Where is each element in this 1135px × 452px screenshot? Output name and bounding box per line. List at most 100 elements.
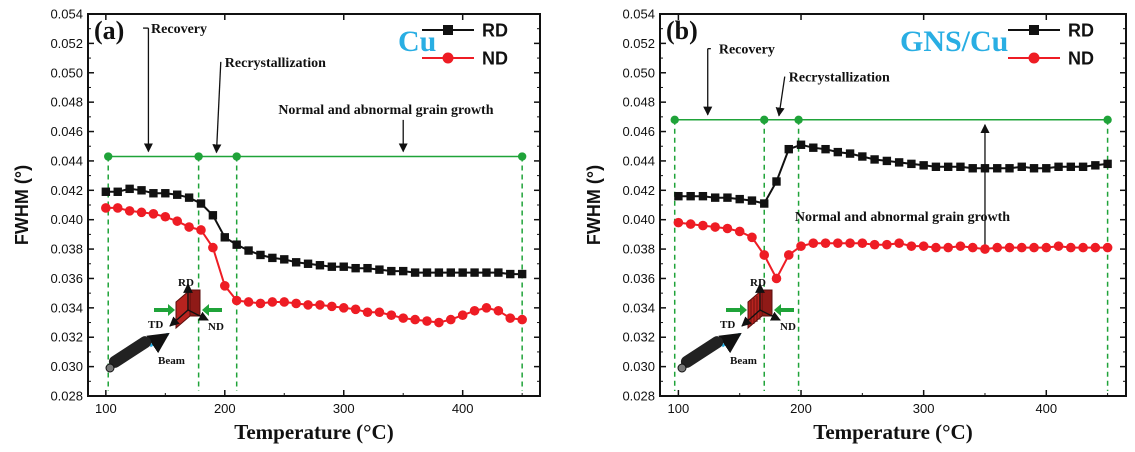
stage-marker bbox=[760, 115, 769, 124]
data-point-RD bbox=[161, 189, 170, 198]
inset-label-nd: ND bbox=[208, 321, 224, 333]
data-point-RD bbox=[482, 268, 491, 277]
annotation-text: Normal and abnormal grain growth bbox=[278, 103, 493, 118]
data-point-RD bbox=[956, 162, 965, 171]
data-point-RD bbox=[907, 159, 916, 169]
data-point-RD bbox=[698, 191, 708, 201]
y-tick-label: 0.054 bbox=[50, 7, 83, 22]
material-label: GNS/Cu bbox=[900, 25, 1008, 58]
data-point-ND bbox=[1102, 242, 1113, 253]
data-point-ND bbox=[422, 316, 432, 326]
annotation-text: Recrystallization bbox=[789, 71, 890, 86]
y-tick-label: 0.042 bbox=[50, 183, 83, 198]
data-point-RD bbox=[280, 255, 289, 264]
x-tick-label: 100 bbox=[668, 401, 690, 416]
data-point-RD bbox=[821, 144, 830, 154]
data-point-ND bbox=[955, 241, 966, 251]
y-tick-label: 0.040 bbox=[50, 212, 83, 227]
data-point-RD bbox=[470, 268, 479, 277]
data-point-RD bbox=[339, 262, 348, 271]
data-point-RD bbox=[101, 187, 111, 196]
data-point-RD bbox=[232, 240, 241, 249]
stage-marker bbox=[1103, 115, 1112, 124]
data-point-ND bbox=[267, 297, 278, 307]
data-point-ND bbox=[734, 226, 745, 237]
stage-marker bbox=[794, 115, 803, 124]
data-point-RD bbox=[494, 268, 503, 277]
data-point-RD bbox=[458, 268, 467, 277]
data-point-ND bbox=[1016, 242, 1027, 253]
data-point-RD bbox=[1078, 162, 1088, 171]
inset-label-beam: Beam bbox=[730, 355, 757, 367]
plot-frame bbox=[659, 13, 1127, 397]
sample-schematic: RD TD ND Beam bbox=[677, 277, 796, 373]
y-tick-label: 0.054 bbox=[622, 7, 655, 22]
data-point-RD bbox=[208, 211, 218, 220]
data-point-ND bbox=[685, 219, 696, 229]
inset-label-rd: RD bbox=[178, 277, 194, 289]
data-point-RD bbox=[882, 156, 892, 166]
data-point-RD bbox=[173, 190, 182, 199]
data-point-RD bbox=[723, 193, 732, 202]
data-point-ND bbox=[771, 273, 782, 284]
y-tick-label: 0.028 bbox=[622, 389, 655, 404]
data-point-RD bbox=[196, 199, 206, 208]
data-point-ND bbox=[338, 303, 349, 313]
data-point-ND bbox=[172, 216, 183, 226]
data-point-RD bbox=[506, 269, 515, 279]
data-point-RD bbox=[113, 187, 122, 196]
data-point-RD bbox=[784, 144, 793, 154]
data-point-ND bbox=[517, 314, 527, 325]
data-point-RD bbox=[845, 149, 855, 158]
data-point-ND bbox=[505, 313, 516, 323]
data-point-ND bbox=[303, 300, 313, 310]
data-point-RD bbox=[858, 152, 867, 161]
data-point-RD bbox=[833, 147, 843, 157]
y-tick-label: 0.048 bbox=[622, 95, 655, 110]
y-tick-label: 0.030 bbox=[50, 359, 83, 374]
compression-arrow-right bbox=[202, 304, 222, 316]
data-point-ND bbox=[967, 242, 978, 253]
y-tick-label: 0.050 bbox=[50, 65, 83, 80]
nd-axis-arrow bbox=[187, 309, 209, 321]
data-point-ND bbox=[943, 242, 953, 253]
stage-marker bbox=[232, 152, 241, 161]
y-tick-label: 0.046 bbox=[50, 124, 83, 139]
y-tick-label: 0.032 bbox=[50, 330, 83, 345]
data-point-RD bbox=[375, 265, 384, 274]
x-axis-label: Temperature (°C) bbox=[813, 420, 972, 444]
compression-arrow-left bbox=[154, 304, 175, 316]
panel-label: (b) bbox=[666, 16, 698, 45]
data-point-ND bbox=[759, 250, 770, 260]
data-point-ND bbox=[469, 305, 480, 316]
data-point-RD bbox=[137, 186, 146, 195]
data-point-ND bbox=[906, 241, 917, 251]
data-point-RD bbox=[387, 266, 396, 276]
y-tick-label: 0.044 bbox=[622, 153, 655, 168]
legend-label: ND bbox=[1068, 49, 1094, 69]
data-point-RD bbox=[919, 161, 928, 170]
y-axis-label: FWHM (°) bbox=[584, 165, 604, 245]
data-point-ND bbox=[255, 298, 266, 309]
data-point-ND bbox=[882, 239, 892, 250]
beam-arrow bbox=[718, 332, 742, 354]
y-tick-label: 0.042 bbox=[622, 183, 655, 198]
legend-marker-RD bbox=[443, 25, 453, 35]
annotation-text: Recovery bbox=[151, 22, 207, 37]
data-point-ND bbox=[101, 203, 111, 213]
series-line-RD bbox=[678, 143, 1108, 205]
nd-axis-arrow bbox=[759, 309, 781, 321]
y-axis-label: FWHM (°) bbox=[12, 165, 32, 245]
y-tick-label: 0.044 bbox=[50, 153, 83, 168]
data-point-RD bbox=[303, 259, 313, 268]
data-point-RD bbox=[517, 269, 527, 279]
data-point-RD bbox=[1017, 162, 1026, 171]
data-point-RD bbox=[446, 268, 455, 277]
data-point-RD bbox=[244, 246, 253, 255]
inset-label-beam: Beam bbox=[158, 355, 185, 367]
x-tick-label: 400 bbox=[452, 401, 474, 416]
data-point-RD bbox=[943, 162, 953, 171]
annotation-text: Normal and abnormal grain growth bbox=[795, 210, 1010, 225]
stage-marker bbox=[517, 152, 527, 161]
